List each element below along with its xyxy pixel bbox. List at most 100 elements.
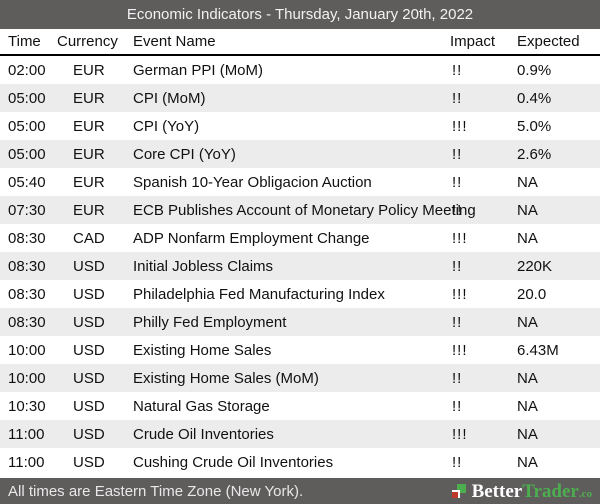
cell-expected: 2.6% [517, 145, 552, 163]
cell-time: 05:00 [8, 117, 46, 135]
column-header-event-name: Event Name [133, 33, 216, 50]
table-row: 10:00 USD Existing Home Sales !!! 6.43M [0, 336, 600, 364]
cell-impact: !! [452, 61, 463, 79]
cell-event-name: CPI (MoM) [133, 89, 206, 107]
cell-impact: !! [452, 369, 463, 387]
cell-impact: !! [452, 257, 463, 275]
cell-impact: !! [452, 313, 463, 331]
table-body: 02:00 EUR German PPI (MoM) !! 0.9% 05:00… [0, 56, 600, 476]
cell-time: 08:30 [8, 229, 46, 247]
brand-better: Better [471, 480, 523, 502]
cell-time: 05:00 [8, 89, 46, 107]
cell-time: 10:30 [8, 397, 46, 415]
cell-expected: 0.9% [517, 61, 552, 79]
cell-expected: NA [517, 397, 538, 415]
cell-expected: NA [517, 313, 538, 331]
table-row: 05:00 EUR CPI (MoM) !! 0.4% [0, 84, 600, 112]
cell-currency: EUR [73, 201, 105, 219]
cell-expected: NA [517, 173, 538, 191]
cell-expected: NA [517, 229, 538, 247]
cell-time: 02:00 [8, 61, 46, 79]
table-row: 05:00 EUR Core CPI (YoY) !! 2.6% [0, 140, 600, 168]
column-header-impact: Impact [450, 33, 496, 50]
cell-impact: !! [452, 201, 463, 219]
table-row: 08:30 USD Initial Jobless Claims !! 220K [0, 252, 600, 280]
cell-impact: !!! [452, 341, 468, 359]
cell-event-name: Natural Gas Storage [133, 397, 270, 415]
table-row: 11:00 USD Cushing Crude Oil Inventories … [0, 448, 600, 476]
cell-time: 07:30 [8, 201, 46, 219]
cell-expected: 20.0 [517, 285, 547, 303]
brand-trader: Trader [522, 480, 579, 502]
cell-event-name: ECB Publishes Account of Monetary Policy… [133, 201, 476, 219]
cell-expected: NA [517, 453, 538, 471]
cell-expected: 0.4% [517, 89, 552, 107]
cell-time: 11:00 [8, 453, 45, 471]
cell-expected: NA [517, 369, 538, 387]
timezone-note: All times are Eastern Time Zone (New Yor… [8, 482, 304, 500]
title-bar: Economic Indicators - Thursday, January … [0, 0, 600, 29]
cell-impact: !! [452, 89, 463, 107]
bettertrader-icon [451, 483, 467, 499]
brand-wordmark: BetterTrader.co [472, 482, 592, 501]
table-row: 05:00 EUR CPI (YoY) !!! 5.0% [0, 112, 600, 140]
cell-currency: USD [73, 425, 105, 443]
cell-currency: USD [73, 369, 105, 387]
cell-impact: !!! [452, 425, 468, 443]
table-row: 08:30 USD Philly Fed Employment !! NA [0, 308, 600, 336]
cell-impact: !! [452, 453, 463, 471]
cell-expected: 5.0% [517, 117, 552, 135]
cell-impact: !!! [452, 285, 468, 303]
cell-event-name: Existing Home Sales [133, 341, 272, 359]
table-row: 02:00 EUR German PPI (MoM) !! 0.9% [0, 56, 600, 84]
table-row: 10:30 USD Natural Gas Storage !! NA [0, 392, 600, 420]
column-header-time: Time [8, 33, 41, 50]
table-row: 05:40 EUR Spanish 10-Year Obligacion Auc… [0, 168, 600, 196]
cell-currency: EUR [73, 173, 105, 191]
cell-impact: !! [452, 173, 463, 191]
cell-expected: NA [517, 425, 538, 443]
cell-event-name: Crude Oil Inventories [133, 425, 274, 443]
cell-expected: 220K [517, 257, 553, 275]
cell-time: 08:30 [8, 257, 46, 275]
cell-currency: EUR [73, 89, 105, 107]
table-row: 07:30 EUR ECB Publishes Account of Monet… [0, 196, 600, 224]
table-row: 08:30 CAD ADP Nonfarm Employment Change … [0, 224, 600, 252]
cell-event-name: Initial Jobless Claims [133, 257, 274, 275]
cell-currency: EUR [73, 61, 105, 79]
column-header-currency: Currency [57, 33, 118, 50]
table-row: 11:00 USD Crude Oil Inventories !!! NA [0, 420, 600, 448]
cell-currency: EUR [73, 145, 105, 163]
cell-event-name: Spanish 10-Year Obligacion Auction [133, 173, 372, 191]
cell-expected: NA [517, 201, 538, 219]
cell-expected: 6.43M [517, 341, 559, 359]
cell-currency: USD [73, 341, 105, 359]
cell-currency: EUR [73, 117, 105, 135]
cell-time: 08:30 [8, 285, 46, 303]
brand-suffix: .co [578, 487, 592, 500]
cell-time: 08:30 [8, 313, 46, 331]
cell-currency: CAD [73, 229, 105, 247]
bettertrader-logo-link[interactable]: BetterTrader.co [451, 482, 592, 501]
cell-time: 11:00 [8, 425, 45, 443]
cell-event-name: Existing Home Sales (MoM) [133, 369, 319, 387]
cell-impact: !!! [452, 229, 468, 247]
cell-event-name: CPI (YoY) [133, 117, 200, 135]
cell-currency: USD [73, 285, 105, 303]
cell-event-name: Philly Fed Employment [133, 313, 287, 331]
cell-time: 05:40 [8, 173, 46, 191]
cell-event-name: Philadelphia Fed Manufacturing Index [133, 285, 385, 303]
cell-currency: USD [73, 313, 105, 331]
table-row: 08:30 USD Philadelphia Fed Manufacturing… [0, 280, 600, 308]
column-header-expected: Expected [517, 33, 580, 50]
cell-currency: USD [73, 397, 105, 415]
cell-impact: !!! [452, 117, 468, 135]
cell-currency: USD [73, 453, 105, 471]
table-row: 10:00 USD Existing Home Sales (MoM) !! N… [0, 364, 600, 392]
cell-time: 10:00 [8, 369, 46, 387]
cell-impact: !! [452, 145, 463, 163]
footer-bar: All times are Eastern Time Zone (New Yor… [0, 478, 600, 504]
cell-event-name: ADP Nonfarm Employment Change [133, 229, 370, 247]
cell-time: 05:00 [8, 145, 46, 163]
